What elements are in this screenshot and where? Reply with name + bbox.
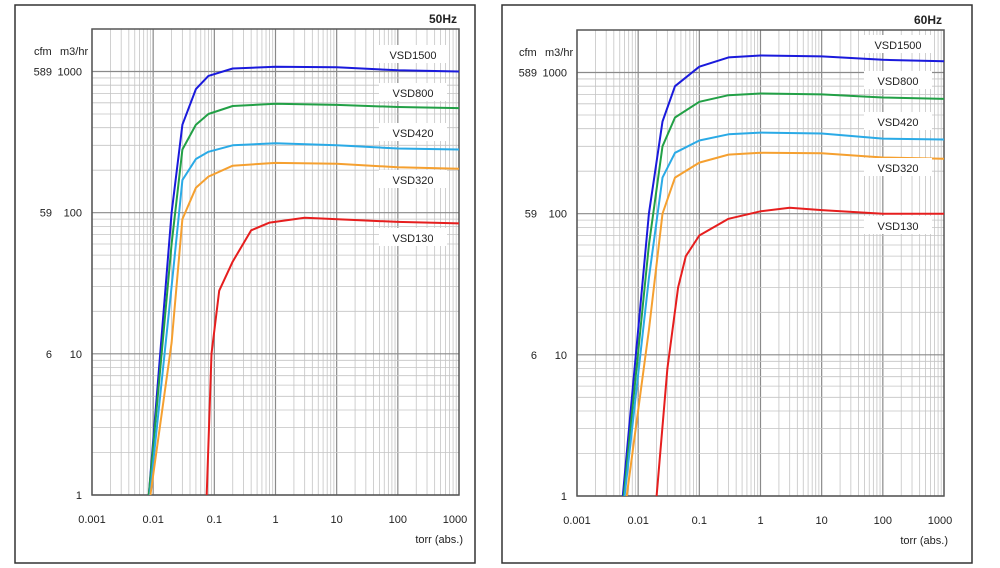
plot-area <box>91 28 460 496</box>
x-axis-label: torr (abs.) <box>415 534 463 546</box>
series-line-vsd130 <box>205 216 460 496</box>
panel-frame <box>14 4 476 564</box>
chart-panel-60hz: 60Hz cfm m3/hr 0.001 0.01 0.1 1 10 100 1000 torr (… <box>501 4 973 564</box>
y-axis-label: m3/hr <box>60 46 88 58</box>
x-tick-label: 1000 <box>928 515 952 527</box>
y-tick-label-cfm: 589 <box>34 66 52 78</box>
x-tick-label: 1 <box>757 515 763 527</box>
series-line-vsd320 <box>149 161 460 496</box>
chart-panel-50hz: 50Hz cfm m3/hr 0.001 0.01 0.1 1 10 100 1000 torr (… <box>14 4 476 564</box>
series-label-background <box>379 83 447 101</box>
y-tick-label-cfm: 589 <box>519 67 537 79</box>
series-label-vsd130: VSD130 <box>878 221 919 233</box>
series-label-background <box>864 216 932 234</box>
series-label-vsd320: VSD320 <box>393 175 434 187</box>
y-tick-label: 100 <box>64 208 82 220</box>
series-label-vsd800: VSD800 <box>878 76 919 88</box>
panel-frame <box>501 4 973 564</box>
series-line-vsd1500 <box>147 65 460 496</box>
y-axis-secondary-label: cfm <box>519 47 537 59</box>
series-line-vsd420 <box>148 142 460 496</box>
series-line-vsd130 <box>655 206 944 497</box>
y-tick-label: 10 <box>555 350 567 362</box>
x-tick-label: 0.001 <box>563 515 591 527</box>
y-tick-label-cfm: 59 <box>525 209 537 221</box>
series-label-vsd420: VSD420 <box>878 117 919 129</box>
series-label-background <box>379 170 447 188</box>
plot-area <box>576 29 945 497</box>
series-label-background <box>379 45 447 63</box>
y-tick-label: 10 <box>70 349 82 361</box>
series-line-vsd1500 <box>621 54 945 497</box>
x-tick-label: 0.01 <box>142 514 163 526</box>
series-line-vsd320 <box>625 151 945 497</box>
series-label-vsd1500: VSD1500 <box>874 40 921 52</box>
y-axis-label: m3/hr <box>545 47 573 59</box>
y-tick-label: 1000 <box>58 66 82 78</box>
x-tick-label: 0.001 <box>78 514 106 526</box>
x-tick-label: 1 <box>272 514 278 526</box>
x-tick-label: 100 <box>389 514 407 526</box>
chart-title: 50Hz <box>429 12 457 26</box>
series-line-vsd800 <box>147 102 460 496</box>
series-label-background <box>379 228 447 246</box>
series-label-background <box>864 158 932 176</box>
series-label-vsd420: VSD420 <box>393 128 434 140</box>
x-tick-label: 10 <box>816 515 828 527</box>
series-line-vsd800 <box>622 92 945 497</box>
chart-title: 60Hz <box>914 13 942 27</box>
y-tick-label-cfm: 6 <box>531 350 537 362</box>
series-label-vsd130: VSD130 <box>393 233 434 245</box>
x-tick-label: 0.1 <box>207 514 222 526</box>
x-tick-label: 0.01 <box>627 515 648 527</box>
series-label-background <box>379 123 447 141</box>
series-line-vsd420 <box>623 131 945 497</box>
x-axis-label: torr (abs.) <box>900 535 948 547</box>
y-tick-label: 1 <box>76 490 82 502</box>
x-tick-label: 0.1 <box>692 515 707 527</box>
x-tick-label: 1000 <box>443 514 467 526</box>
y-tick-label: 1 <box>561 491 567 503</box>
y-axis-secondary-label: cfm <box>34 46 52 58</box>
series-label-vsd320: VSD320 <box>878 163 919 175</box>
series-label-vsd1500: VSD1500 <box>389 50 436 62</box>
series-label-background <box>864 35 932 53</box>
y-tick-label-cfm: 6 <box>46 349 52 361</box>
series-label-vsd800: VSD800 <box>393 88 434 100</box>
y-tick-label: 100 <box>549 209 567 221</box>
x-tick-label: 100 <box>874 515 892 527</box>
y-tick-label-cfm: 59 <box>40 208 52 220</box>
series-label-background <box>864 71 932 89</box>
series-label-background <box>864 112 932 130</box>
x-tick-label: 10 <box>331 514 343 526</box>
y-tick-label: 1000 <box>543 67 567 79</box>
